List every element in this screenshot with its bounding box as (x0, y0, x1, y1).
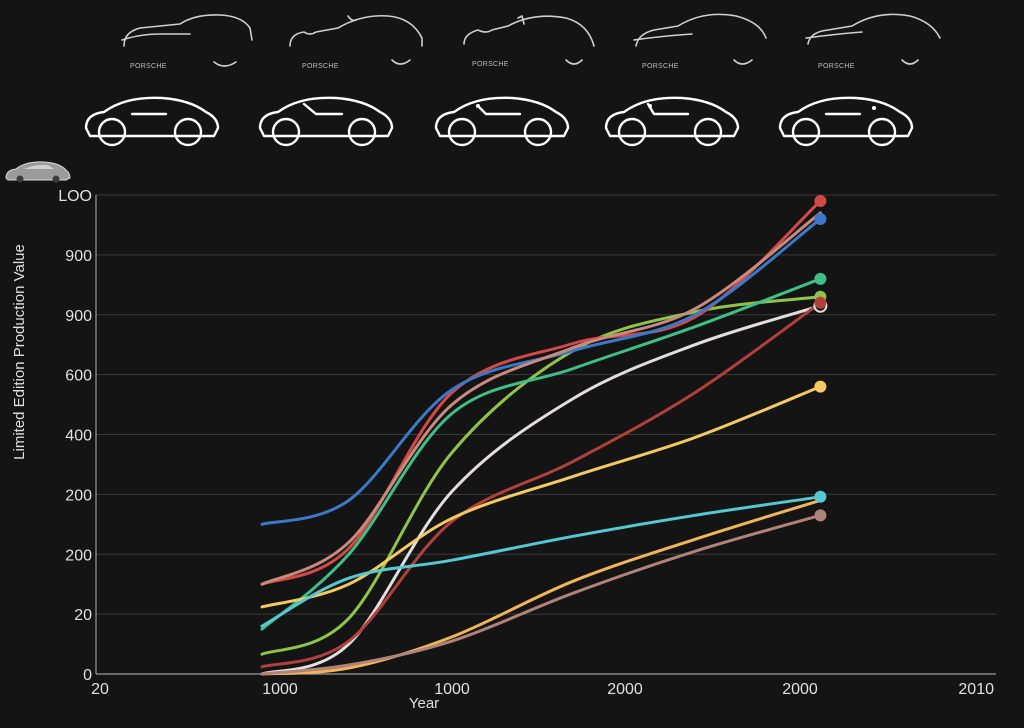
car-sketch-icon: PORSCHE (633, 13, 767, 70)
y-tick-label: 600 (65, 368, 92, 385)
y-tick-label: LOO (58, 188, 92, 205)
series-line-7 (260, 301, 822, 669)
y-tick-labels: 0 20 200 200 400 600 900 900 LOO (58, 188, 92, 684)
sketch-caption: PORSCHE (818, 63, 855, 70)
x-tick-label: 1000 (434, 681, 470, 698)
series-markers (813, 194, 828, 522)
series-line-10 (260, 498, 822, 676)
y-tick-label: 400 (65, 428, 92, 445)
x-tick-label: 1000 (262, 681, 298, 698)
series-line-3 (260, 217, 822, 526)
x-tick-labels: 20 1000 1000 2000 2000 2010 (91, 681, 994, 698)
y-tick-label: 200 (65, 547, 92, 564)
x-tick-label: 2000 (782, 681, 818, 698)
series-line-5 (260, 277, 822, 631)
x-tick-label: 20 (91, 681, 109, 698)
car-outline-icon (258, 96, 394, 147)
car-outline-icon (434, 96, 570, 147)
series-end-marker (814, 380, 827, 393)
series-line-8 (260, 385, 822, 609)
car-sketch-icon: PORSCHE (121, 14, 253, 70)
series-end-marker (814, 194, 827, 207)
series-end-marker (814, 272, 827, 285)
series-lines (260, 199, 822, 676)
car-thumbnail-icon (5, 161, 71, 183)
sketch-caption: PORSCHE (130, 63, 167, 70)
series-line-9 (260, 495, 822, 628)
x-axis-title: Year (409, 695, 439, 712)
car-sketch-icon: PORSCHE (463, 15, 595, 68)
series-line-4 (260, 211, 822, 586)
sketch-caption: PORSCHE (302, 63, 339, 70)
x-tick-label: 2010 (958, 681, 994, 698)
y-tick-label: 20 (74, 607, 92, 624)
car-sketch-icon: PORSCHE (805, 13, 941, 70)
sketch-row: PORSCHE PORSCHE PORSCHE PORSCHE PORSCHE (121, 13, 941, 70)
car-outline-icon (778, 96, 914, 147)
grid-lines (96, 194, 996, 615)
y-tick-label: 900 (65, 308, 92, 325)
series-end-marker (814, 296, 827, 309)
series-end-marker (814, 212, 827, 225)
sketch-caption: PORSCHE (642, 63, 679, 70)
x-tick-label: 2000 (607, 681, 643, 698)
series-line-6 (260, 304, 822, 676)
y-tick-label: 200 (65, 487, 92, 504)
car-sketch-icon: PORSCHE (289, 14, 423, 70)
sketch-caption: PORSCHE (472, 61, 509, 68)
car-outline-row (84, 96, 914, 147)
car-outline-icon (84, 96, 220, 147)
series-end-marker (814, 509, 827, 522)
y-axis-title: Limited Edition Production Value (11, 244, 28, 460)
car-outline-icon (604, 96, 740, 147)
y-tick-label: 0 (83, 667, 92, 684)
y-tick-label: 900 (65, 248, 92, 265)
series-line-11 (260, 513, 822, 676)
series-end-marker (814, 490, 827, 503)
